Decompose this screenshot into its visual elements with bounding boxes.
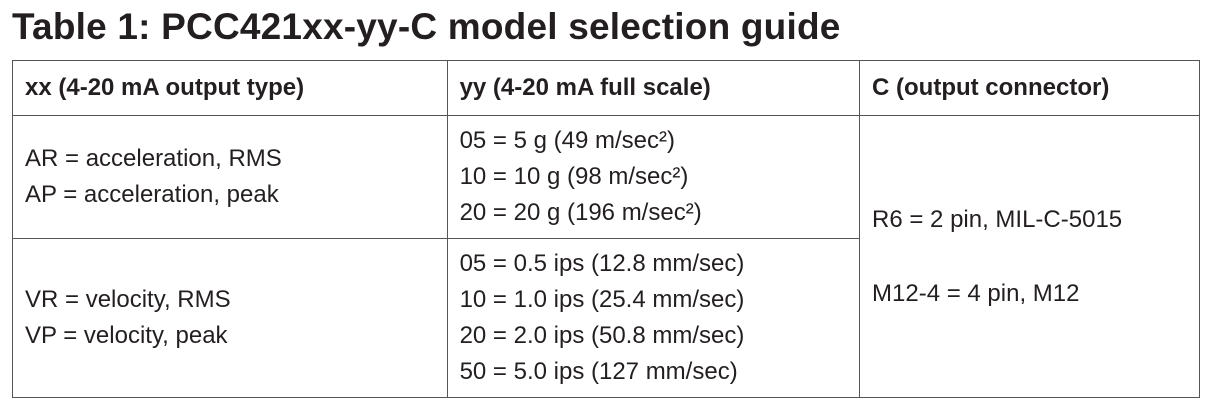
cell-line: AR = acceleration, RMS: [25, 145, 282, 172]
output-type-cell: AR = acceleration, RMS AP = acceleration,…: [12, 115, 448, 239]
header-cell: yy (4-20 mA full scale): [446, 60, 861, 116]
cell-line: R6 = 2 pin, MIL-C-5015: [872, 206, 1123, 233]
full-scale-cell: 05 = 0.5 ips (12.8 mm/sec) 10 = 1.0 ips (…: [446, 238, 861, 398]
cell-line: 50 = 5.0 ips (127 mm/sec): [459, 358, 738, 385]
cell-line: VP = velocity, peak: [25, 322, 228, 349]
header-row: xx (4-20 mA output type) yy (4-20 mA ful…: [12, 60, 1200, 116]
header-cell: xx (4-20 mA output type): [12, 60, 448, 116]
selection-table: xx (4-20 mA output type) yy (4-20 mA ful…: [12, 60, 1200, 398]
title: Table 1: PCC421xx-yy-C model selection g…: [12, 6, 841, 47]
cell-line: 05 = 0.5 ips (12.8 mm/sec): [459, 250, 745, 277]
row: AR = acceleration, RMS AP = acceleration,…: [12, 115, 1200, 398]
cell-line: 10 = 1.0 ips (25.4 mm/sec): [459, 286, 745, 313]
cell-line: 05 = 5 g (49 m/sec²): [459, 127, 675, 154]
output-type-cell: VR = velocity, RMS VP = velocity, peak: [12, 238, 448, 398]
cell-line: 10 = 10 g (98 m/sec²): [459, 163, 689, 190]
cell-line: VR = velocity, RMS: [25, 286, 231, 313]
cell-line: AP = acceleration, peak: [25, 181, 279, 208]
cell-line: M12-4 = 4 pin, M12: [872, 280, 1080, 307]
row: VR = velocity, RMS VP = velocity, peak 05…: [12, 238, 1200, 398]
header-cell: C (output connector): [859, 60, 1200, 116]
cell-line: 20 = 2.0 ips (50.8 mm/sec): [459, 322, 745, 349]
connector-cell: R6 = 2 pin, MIL-C-5015 M12-4 = 4 pin, M12: [859, 115, 1200, 398]
cell-line: 20 = 20 g (196 m/sec²): [459, 199, 702, 226]
spacer: [872, 238, 1199, 275]
full-scale-cell: 05 = 5 g (49 m/sec²) 10 = 10 g (98 m/sec²…: [446, 115, 861, 239]
